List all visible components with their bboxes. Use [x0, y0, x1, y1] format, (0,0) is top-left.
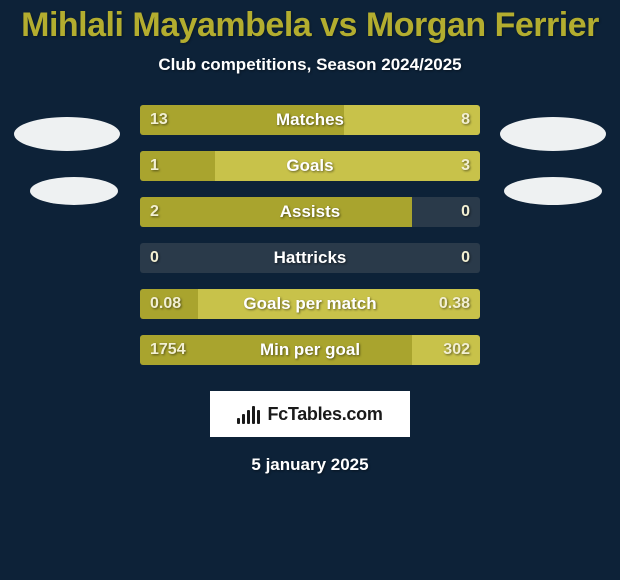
- page-title: Mihlali Mayambela vs Morgan Ferrier: [0, 0, 620, 45]
- stat-value-left: 0: [150, 243, 159, 273]
- fctables-logo: FcTables.com: [210, 391, 410, 437]
- stat-value-left: 1754: [150, 335, 186, 365]
- stat-row: Goals per match0.08 0.38: [140, 289, 480, 319]
- stat-row: Matches13 8: [140, 105, 480, 135]
- stat-value-left: 1: [150, 151, 159, 181]
- stat-value-left: 0.08: [150, 289, 181, 319]
- stats-bars: Matches138Goals13Assists20Hattricks00Goa…: [140, 105, 480, 365]
- stat-value-right: 0: [461, 197, 470, 227]
- stat-value-right: 3: [461, 151, 470, 181]
- stat-row: Hattricks0 0: [140, 243, 480, 273]
- comparison-infographic: Mihlali Mayambela vs Morgan Ferrier Club…: [0, 0, 620, 580]
- player1-avatar: [14, 117, 120, 151]
- stat-row: Goals1 3: [140, 151, 480, 181]
- player1-team-avatar: [30, 177, 118, 205]
- stat-value-right: 0.38: [439, 289, 470, 319]
- logo-text: FcTables.com: [267, 404, 382, 425]
- stat-label: Min per goal: [140, 335, 480, 365]
- stat-label: Assists: [140, 197, 480, 227]
- stat-label: Hattricks: [140, 243, 480, 273]
- left-avatar-column: [12, 105, 122, 205]
- stat-label: Goals: [140, 151, 480, 181]
- stat-value-left: 2: [150, 197, 159, 227]
- stat-row: Min per goal1754 302: [140, 335, 480, 365]
- player2-avatar: [500, 117, 606, 151]
- date-text: 5 january 2025: [0, 455, 620, 475]
- right-avatar-column: [498, 105, 608, 205]
- stat-label: Goals per match: [140, 289, 480, 319]
- content-area: Matches138Goals13Assists20Hattricks00Goa…: [0, 105, 620, 365]
- stat-row: Assists2 0: [140, 197, 480, 227]
- subtitle: Club competitions, Season 2024/2025: [0, 55, 620, 75]
- stat-value-right: 0: [461, 243, 470, 273]
- logo-bars-icon: [237, 404, 261, 424]
- stat-label: Matches: [140, 105, 480, 135]
- stat-value-right: 8: [461, 105, 470, 135]
- stat-value-right: 302: [443, 335, 470, 365]
- stat-value-left: 13: [150, 105, 168, 135]
- player2-team-avatar: [504, 177, 602, 205]
